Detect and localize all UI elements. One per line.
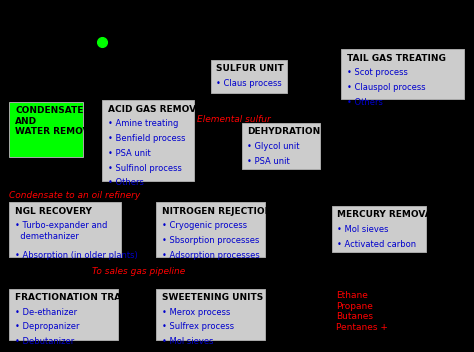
FancyBboxPatch shape xyxy=(156,289,265,340)
Text: Condensate to an oil refinery: Condensate to an oil refinery xyxy=(9,191,141,200)
Text: ACID GAS REMOVAL: ACID GAS REMOVAL xyxy=(108,105,208,114)
Text: • Activated carbon: • Activated carbon xyxy=(337,240,416,249)
Text: • Mol sieves: • Mol sieves xyxy=(162,337,213,346)
Text: • Adsorption processes: • Adsorption processes xyxy=(162,251,260,260)
Text: • Claus process: • Claus process xyxy=(217,79,282,88)
FancyBboxPatch shape xyxy=(9,102,83,157)
Text: CONDENSATE
AND
WATER REMOVAL: CONDENSATE AND WATER REMOVAL xyxy=(15,106,102,136)
Text: • Amine treating: • Amine treating xyxy=(108,119,178,128)
Text: • Sulfrex process: • Sulfrex process xyxy=(162,322,234,332)
Text: • Others: • Others xyxy=(346,98,383,107)
Text: • De-ethanizer: • De-ethanizer xyxy=(15,308,77,317)
Text: DEHYDRATION: DEHYDRATION xyxy=(247,127,320,137)
Text: SULFUR UNIT: SULFUR UNIT xyxy=(217,64,284,73)
FancyBboxPatch shape xyxy=(9,202,121,257)
Text: • Debutanizer: • Debutanizer xyxy=(15,337,74,346)
Text: • Turbo-expander and
  demethanizer: • Turbo-expander and demethanizer xyxy=(15,221,108,241)
Text: NGL RECOVERY: NGL RECOVERY xyxy=(15,207,92,216)
Text: To sales gas pipeline: To sales gas pipeline xyxy=(92,267,186,276)
Text: • Sulfinol process: • Sulfinol process xyxy=(108,164,182,173)
Text: • Glycol unit: • Glycol unit xyxy=(247,142,300,151)
Text: • Benfield process: • Benfield process xyxy=(108,134,185,143)
Text: • Sbsorption processes: • Sbsorption processes xyxy=(162,236,259,245)
Text: • Depropanizer: • Depropanizer xyxy=(15,322,80,332)
Text: • Cryogenic process: • Cryogenic process xyxy=(162,221,247,231)
Text: TAIL GAS TREATING: TAIL GAS TREATING xyxy=(346,54,446,63)
Text: • PSA unit: • PSA unit xyxy=(108,149,150,158)
FancyBboxPatch shape xyxy=(102,100,194,181)
Text: • Others: • Others xyxy=(108,178,143,188)
FancyBboxPatch shape xyxy=(156,202,265,257)
Text: • Mol sieves: • Mol sieves xyxy=(337,225,389,234)
FancyBboxPatch shape xyxy=(211,60,286,93)
Text: • Clauspol process: • Clauspol process xyxy=(346,83,425,92)
Text: • Merox process: • Merox process xyxy=(162,308,230,317)
FancyBboxPatch shape xyxy=(9,289,119,340)
FancyBboxPatch shape xyxy=(331,206,426,252)
Text: SWEETENING UNITS: SWEETENING UNITS xyxy=(162,293,263,302)
Text: • Scot process: • Scot process xyxy=(346,68,408,77)
Text: MERCURY REMOVAL: MERCURY REMOVAL xyxy=(337,210,438,219)
Text: Elemental sulfur: Elemental sulfur xyxy=(197,115,270,124)
Text: • PSA unit: • PSA unit xyxy=(247,157,290,166)
Text: • Absorption (in older plants): • Absorption (in older plants) xyxy=(15,251,138,260)
Text: NITROGEN REJECTION: NITROGEN REJECTION xyxy=(162,207,272,216)
FancyBboxPatch shape xyxy=(341,49,464,99)
Text: FRACTIONATION TRAIN: FRACTIONATION TRAIN xyxy=(15,293,132,302)
FancyBboxPatch shape xyxy=(242,123,319,169)
Text: Ethane
Propane
Butanes
Pentanes +: Ethane Propane Butanes Pentanes + xyxy=(336,291,388,332)
